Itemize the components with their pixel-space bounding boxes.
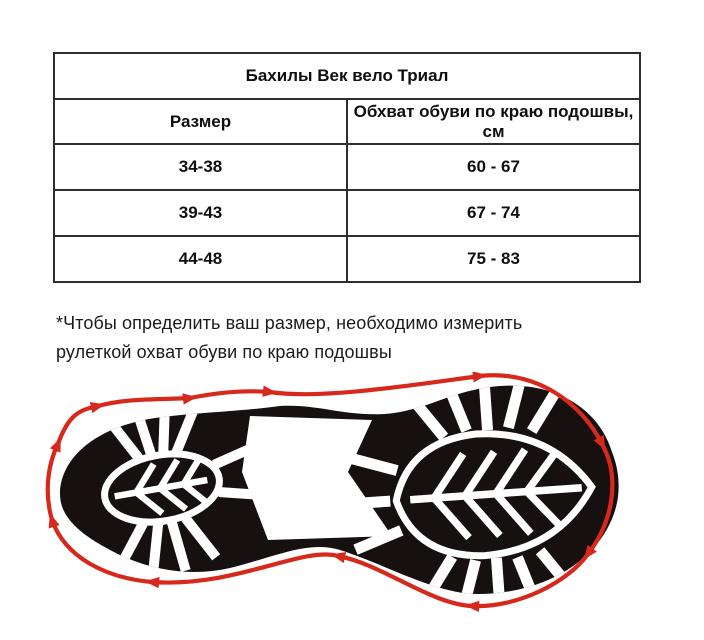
- cell-girth: 75 - 83: [346, 235, 641, 283]
- sole-diagram-svg: [40, 372, 619, 620]
- table-row-header: Размер Обхват обуви по краю подошвы, см: [53, 98, 641, 145]
- cell-girth: 67 - 74: [346, 189, 641, 237]
- table-row: 34-38 60 - 67: [53, 143, 641, 191]
- column-header-size: Размер: [53, 98, 348, 145]
- measure-line: [48, 375, 615, 606]
- cell-size: 34-38: [53, 143, 348, 191]
- table-title: Бахилы Век вело Триал: [53, 52, 641, 100]
- column-header-girth: Обхват обуви по краю подошвы, см: [346, 98, 641, 145]
- table-row: 44-48 75 - 83: [53, 235, 641, 283]
- cell-girth: 60 - 67: [346, 143, 641, 191]
- cell-size: 39-43: [53, 189, 348, 237]
- note-line-1: *Чтобы определить ваш размер, необходимо…: [56, 313, 523, 333]
- note-line-2: рулеткой охват обуви по краю подошвы: [56, 342, 392, 362]
- cell-size: 44-48: [53, 235, 348, 283]
- measurement-note: *Чтобы определить ваш размер, необходимо…: [56, 309, 596, 367]
- boot-sole-measurement-diagram: [40, 372, 640, 620]
- table-row-title: Бахилы Век вело Триал: [53, 52, 641, 100]
- table-row: 39-43 67 - 74: [53, 189, 641, 237]
- size-table: Бахилы Век вело Триал Размер Обхват обув…: [53, 52, 641, 283]
